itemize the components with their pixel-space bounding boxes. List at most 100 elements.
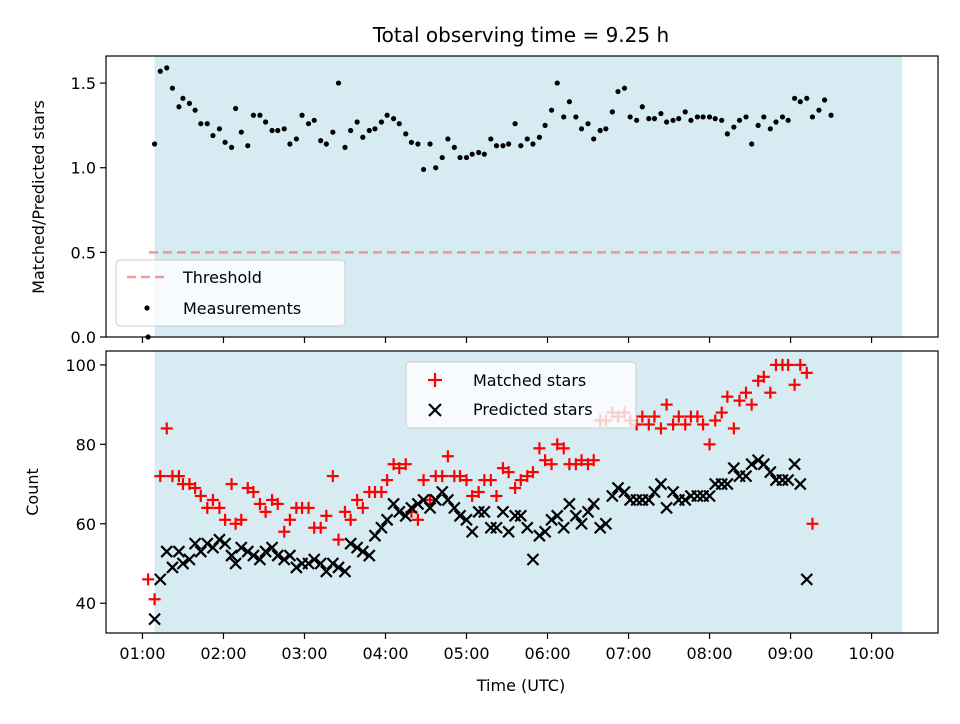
predicted-star-point <box>794 477 807 491</box>
x-tick-label: 01:00 <box>119 644 165 663</box>
measurement-point <box>293 136 299 142</box>
predicted-star-point <box>557 521 570 535</box>
predicted-star-point <box>247 549 260 562</box>
matched-star-point <box>484 474 497 487</box>
matched-star-point <box>154 470 167 483</box>
predicted-star-point <box>225 549 238 562</box>
predicted-star-point <box>277 553 291 566</box>
measurement-point <box>396 121 402 127</box>
measurement-point <box>180 95 186 101</box>
predicted-star-point <box>745 457 758 471</box>
predicted-star-point <box>160 545 174 558</box>
predicted-star-point <box>290 561 303 574</box>
predicted-star-point <box>356 545 370 558</box>
measurement-point <box>481 151 487 157</box>
matched-star-point <box>533 442 546 455</box>
predicted-star-point <box>154 573 167 586</box>
predicted-star-point <box>727 461 741 475</box>
legend-predicted-label: Predicted stars <box>473 400 593 419</box>
predicted-star-point <box>630 493 643 507</box>
matched-star-point <box>441 450 454 463</box>
matched-star-point <box>667 418 680 431</box>
measurement-point <box>403 131 409 137</box>
chart-title: Total observing time = 9.25 h <box>372 23 669 47</box>
matched-star-point <box>545 458 558 471</box>
x-axis-label: Time (UTC) <box>476 676 565 695</box>
predicted-star-point <box>166 561 179 574</box>
matched-star-point <box>636 410 649 423</box>
measurement-point <box>524 136 530 142</box>
measurement-point <box>573 114 579 120</box>
measurement-point <box>488 136 494 142</box>
predicted-star-point <box>259 545 272 558</box>
matched-star-point <box>259 505 272 518</box>
predicted-star-point <box>587 497 600 511</box>
measurement-point <box>712 116 718 122</box>
measurement-point <box>615 88 621 95</box>
measurement-point <box>658 110 664 117</box>
predicted-star-point <box>218 537 232 550</box>
matched-star-point <box>806 517 819 530</box>
measurement-point <box>816 107 822 113</box>
predicted-star-point <box>788 457 801 471</box>
matched-star-point <box>697 418 710 431</box>
measurement-point <box>372 126 378 132</box>
predicted-star-point <box>545 513 558 527</box>
measurement-point <box>670 117 676 123</box>
measurement-point <box>433 165 439 171</box>
measurement-point <box>360 134 366 140</box>
predicted-star-point <box>550 509 564 523</box>
predicted-star-point <box>344 537 357 550</box>
matched-star-point <box>393 462 406 475</box>
matched-star-point <box>283 513 296 526</box>
matched-star-point <box>740 386 752 399</box>
matched-star-point <box>502 466 515 479</box>
x-tick-label: 08:00 <box>686 644 732 663</box>
matched-star-point <box>654 422 667 435</box>
matched-star-point <box>733 394 746 407</box>
legend-threshold-label: Threshold <box>182 268 262 287</box>
measurement-point <box>646 116 652 122</box>
matched-star-point <box>356 501 369 514</box>
bottom-legend: Matched stars Predicted stars <box>405 361 637 429</box>
predicted-star-point <box>721 477 734 491</box>
x-tick-label: 06:00 <box>524 644 570 663</box>
top-x-axis-ticks <box>141 337 873 343</box>
bottom-plot-frame <box>105 350 939 634</box>
matched-star-point <box>709 414 722 427</box>
matched-star-point <box>219 513 232 526</box>
measurement-point <box>706 114 713 120</box>
predicted-star-point <box>176 557 190 570</box>
measurement-point <box>792 95 798 101</box>
measurement-point <box>281 126 287 132</box>
x-tick-label: 05:00 <box>443 644 489 663</box>
predicted-star-point <box>338 565 352 578</box>
predicted-star-point <box>751 453 765 467</box>
measurement-point <box>269 127 275 134</box>
measurement-point <box>621 85 628 91</box>
predicted-star-point <box>703 489 716 503</box>
measurement-point <box>518 143 524 149</box>
measurement-point <box>767 126 773 132</box>
legend-measurements-label: Measurements <box>183 299 301 318</box>
measurement-point <box>585 121 591 127</box>
predicted-star-point <box>575 517 588 531</box>
matched-star-point <box>351 493 364 506</box>
matched-star-point <box>514 474 527 487</box>
matched-star-point <box>472 486 485 498</box>
measurement-point <box>755 122 761 129</box>
matched-star-point <box>344 513 357 526</box>
matched-star-point <box>142 573 155 586</box>
legend-matched-swatch <box>428 373 442 387</box>
measurement-point <box>700 114 706 120</box>
predicted-star-point <box>654 477 668 491</box>
measurement-point <box>228 144 235 151</box>
matched-star-point <box>399 458 412 471</box>
measurement-point <box>804 95 810 101</box>
predicted-star-point <box>229 557 242 570</box>
x-tick-label: 10:00 <box>849 644 895 663</box>
matched-star-point <box>454 470 467 483</box>
measurement-point <box>536 134 543 140</box>
measurement-point <box>627 114 633 120</box>
